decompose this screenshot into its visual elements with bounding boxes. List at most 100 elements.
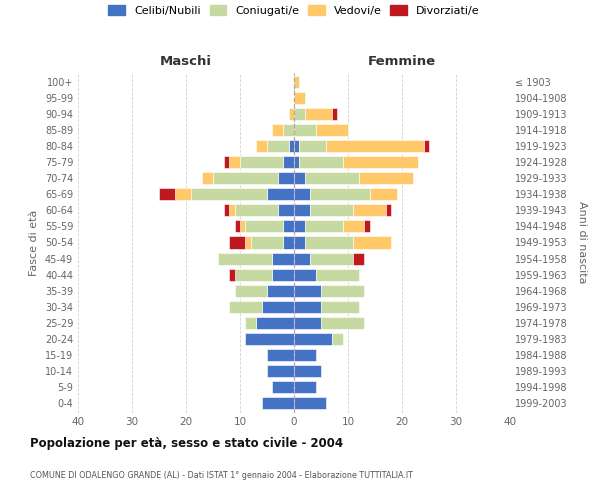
Bar (262, 397, 294, 409)
Bar (283, 124, 294, 136)
Bar (343, 156, 418, 168)
Bar (353, 204, 386, 216)
Bar (159, 188, 175, 200)
Bar (310, 188, 370, 200)
Bar (332, 332, 343, 344)
Bar (278, 204, 294, 216)
Bar (267, 188, 294, 200)
Bar (267, 140, 289, 152)
Bar (294, 365, 321, 377)
Bar (256, 140, 267, 152)
Bar (386, 204, 391, 216)
Bar (321, 300, 359, 312)
Bar (251, 236, 283, 248)
Bar (294, 332, 332, 344)
Bar (316, 268, 359, 280)
Bar (305, 236, 353, 248)
Bar (235, 284, 267, 296)
Bar (424, 140, 429, 152)
Bar (272, 268, 294, 280)
Bar (370, 188, 397, 200)
Bar (235, 220, 240, 232)
Bar (294, 188, 310, 200)
Bar (326, 140, 424, 152)
Bar (240, 156, 283, 168)
Bar (245, 220, 283, 232)
Bar (305, 172, 359, 184)
Bar (272, 252, 294, 264)
Bar (262, 300, 294, 312)
Bar (299, 140, 326, 152)
Bar (245, 332, 294, 344)
Bar (364, 220, 370, 232)
Bar (294, 381, 316, 393)
Y-axis label: Fasce di età: Fasce di età (29, 210, 39, 276)
Bar (283, 236, 294, 248)
Bar (224, 204, 229, 216)
Bar (283, 220, 294, 232)
Bar (229, 300, 262, 312)
Bar (294, 156, 299, 168)
Text: Femmine: Femmine (368, 54, 436, 68)
Bar (321, 316, 364, 328)
Bar (267, 284, 294, 296)
Bar (343, 220, 364, 232)
Bar (294, 300, 321, 312)
Bar (294, 284, 321, 296)
Bar (235, 268, 272, 280)
Bar (289, 140, 294, 152)
Bar (245, 316, 256, 328)
Bar (353, 236, 391, 248)
Bar (191, 188, 267, 200)
Bar (294, 140, 299, 152)
Bar (353, 252, 364, 264)
Bar (245, 236, 251, 248)
Text: Maschi: Maschi (160, 54, 212, 68)
Bar (294, 349, 316, 361)
Bar (229, 236, 245, 248)
Legend: Celibi/Nubili, Coniugati/e, Vedovi/e, Divorziati/e: Celibi/Nubili, Coniugati/e, Vedovi/e, Di… (106, 4, 482, 18)
Text: COMUNE DI ODALENGO GRANDE (AL) - Dati ISTAT 1° gennaio 2004 - Elaborazione TUTTI: COMUNE DI ODALENGO GRANDE (AL) - Dati IS… (30, 470, 413, 480)
Bar (229, 156, 240, 168)
Bar (283, 156, 294, 168)
Bar (299, 156, 343, 168)
Bar (294, 172, 305, 184)
Bar (310, 252, 353, 264)
Bar (294, 76, 299, 88)
Bar (294, 220, 305, 232)
Y-axis label: Anni di nascita: Anni di nascita (577, 201, 587, 283)
Bar (175, 188, 191, 200)
Bar (218, 252, 272, 264)
Bar (289, 108, 294, 120)
Bar (213, 172, 278, 184)
Bar (256, 316, 294, 328)
Bar (229, 204, 235, 216)
Bar (272, 124, 283, 136)
Bar (294, 316, 321, 328)
Bar (305, 108, 332, 120)
Bar (294, 124, 316, 136)
Bar (294, 92, 305, 104)
Bar (202, 172, 213, 184)
Bar (310, 204, 353, 216)
Bar (224, 156, 229, 168)
Bar (321, 284, 364, 296)
Bar (305, 220, 343, 232)
Bar (359, 172, 413, 184)
Bar (267, 365, 294, 377)
Bar (235, 204, 278, 216)
Bar (294, 236, 305, 248)
Bar (316, 124, 348, 136)
Bar (294, 268, 316, 280)
Bar (294, 204, 310, 216)
Bar (278, 172, 294, 184)
Bar (294, 108, 305, 120)
Bar (229, 268, 235, 280)
Bar (240, 220, 245, 232)
Bar (294, 397, 326, 409)
Bar (272, 381, 294, 393)
Text: Popolazione per età, sesso e stato civile - 2004: Popolazione per età, sesso e stato civil… (30, 438, 343, 450)
Bar (267, 349, 294, 361)
Bar (294, 252, 310, 264)
Bar (332, 108, 337, 120)
